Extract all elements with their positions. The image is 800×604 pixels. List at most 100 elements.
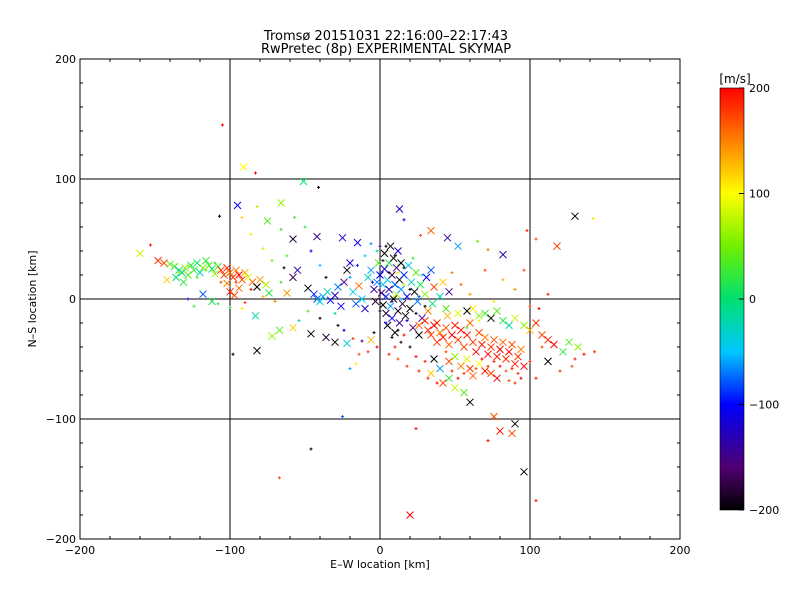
- data-point-168: [439, 278, 447, 287]
- data-point-108: [352, 299, 360, 308]
- data-point-249: [538, 331, 546, 339]
- data-point-55: [229, 273, 237, 282]
- data-point-145: [397, 259, 405, 267]
- data-point-346: [273, 299, 277, 303]
- data-point-209: [445, 340, 453, 349]
- data-point-327: [375, 345, 379, 349]
- data-point-102: [334, 283, 342, 291]
- data-point-64: [262, 280, 270, 289]
- data-point-262: [475, 359, 483, 368]
- data-point-308: [444, 350, 448, 354]
- data-point-289: [573, 357, 577, 361]
- data-point-303: [450, 271, 454, 275]
- data-point-19: [419, 233, 422, 237]
- data-point-150: [404, 261, 413, 270]
- data-point-299: [522, 268, 526, 272]
- data-point-295: [537, 307, 541, 311]
- data-point-204: [430, 321, 438, 330]
- data-point-160: [421, 290, 429, 299]
- data-point-186: [408, 287, 412, 291]
- data-point-198: [384, 244, 388, 248]
- data-point-49: [211, 269, 219, 278]
- data-point-44: [196, 268, 204, 277]
- data-point-344: [249, 287, 253, 291]
- data-point-83: [322, 333, 330, 342]
- data-point-0: [221, 123, 224, 127]
- x-tick-label-3: 100: [520, 544, 541, 557]
- data-point-48: [208, 265, 216, 273]
- data-point-341: [213, 261, 217, 265]
- data-point-335: [402, 333, 406, 337]
- data-point-24: [486, 248, 490, 252]
- x-tick-label-4: 200: [670, 544, 691, 557]
- data-point-194: [408, 345, 412, 349]
- data-point-17: [395, 205, 404, 213]
- data-point-258: [457, 362, 465, 371]
- data-point-354: [303, 225, 307, 229]
- data-point-80: [268, 332, 276, 341]
- data-point-276: [508, 429, 516, 438]
- data-point-131: [386, 242, 395, 251]
- data-point-89: [253, 346, 261, 355]
- data-point-247: [526, 326, 534, 335]
- data-point-205: [433, 338, 441, 347]
- data-point-71: [179, 278, 188, 287]
- data-point-316: [498, 364, 502, 368]
- data-point-30: [591, 217, 595, 221]
- data-point-106: [346, 259, 354, 267]
- data-point-257: [451, 352, 459, 361]
- data-point-189: [417, 295, 421, 299]
- data-point-278: [520, 467, 528, 476]
- data-point-143: [395, 319, 404, 327]
- y-tick-label-4: 200: [55, 53, 76, 66]
- data-point-34: [160, 259, 168, 267]
- data-point-310: [456, 376, 460, 380]
- data-point-65: [265, 289, 273, 297]
- data-point-22: [454, 242, 462, 251]
- data-point-273: [466, 398, 474, 407]
- data-point-5: [233, 201, 242, 210]
- data-point-87: [367, 335, 375, 344]
- data-point-133: [388, 314, 396, 323]
- data-point-73: [163, 275, 171, 284]
- data-point-151: [406, 304, 414, 313]
- data-point-79: [275, 326, 284, 335]
- colorbar-tick-label-3: −100: [749, 399, 779, 412]
- data-point-358: [306, 309, 310, 313]
- data-point-229: [505, 347, 513, 356]
- data-point-74: [186, 297, 190, 301]
- data-point-190: [420, 273, 424, 277]
- data-point-28: [553, 242, 561, 251]
- data-point-95: [310, 290, 318, 299]
- axis-ticks: −200 −100 0 100 200 −200 −100 0 100 200: [46, 53, 691, 557]
- data-point-171: [348, 275, 352, 279]
- data-point-104: [340, 278, 348, 287]
- data-point-6: [218, 214, 221, 218]
- data-points: [136, 123, 596, 519]
- data-point-234: [520, 362, 528, 371]
- data-point-326: [387, 352, 391, 356]
- data-point-357: [324, 275, 328, 279]
- data-point-255: [559, 347, 567, 356]
- data-point-290: [582, 352, 586, 356]
- data-point-176: [378, 309, 382, 313]
- data-point-272: [427, 369, 435, 378]
- data-point-51: [217, 266, 225, 275]
- data-point-337: [177, 271, 181, 275]
- data-point-161: [422, 273, 431, 282]
- data-point-292: [570, 364, 574, 368]
- data-point-120: [379, 301, 387, 309]
- data-point-62: [253, 283, 261, 291]
- y-tick-label-0: −200: [46, 533, 76, 546]
- data-point-226: [496, 345, 504, 354]
- data-point-11: [293, 215, 296, 219]
- data-point-268: [460, 388, 468, 397]
- data-point-52: [220, 271, 228, 279]
- data-point-107: [349, 287, 357, 296]
- data-point-253: [565, 338, 573, 347]
- data-point-128: [385, 285, 393, 294]
- data-point-152: [407, 278, 416, 287]
- data-point-300: [501, 278, 505, 282]
- data-point-267: [451, 383, 459, 392]
- data-point-35: [166, 260, 174, 269]
